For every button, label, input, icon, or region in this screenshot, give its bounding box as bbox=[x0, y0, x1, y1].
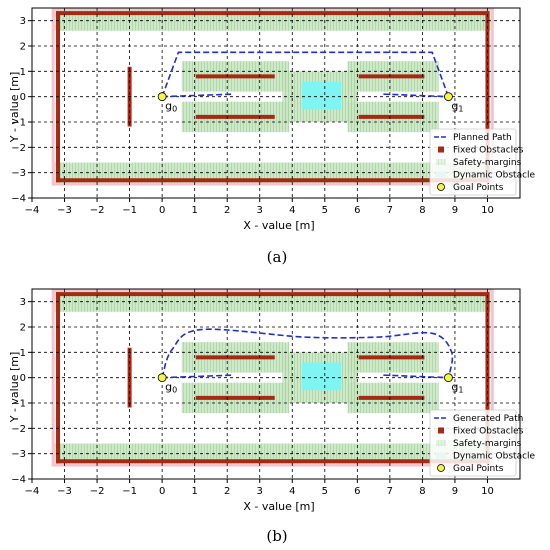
y-tick-label: −1 bbox=[11, 118, 26, 129]
y-tick-label: −3 bbox=[11, 449, 26, 460]
legend-box bbox=[429, 409, 517, 477]
dynamic-obstacle bbox=[302, 362, 342, 391]
caption-a: (a) bbox=[267, 248, 288, 266]
y-tick-label: 2 bbox=[20, 323, 26, 334]
x-tick-label: −1 bbox=[122, 205, 137, 216]
legend-obstacle-swatch bbox=[438, 427, 444, 434]
wall-halo bbox=[51, 288, 494, 467]
x-tick-label: −2 bbox=[90, 205, 105, 216]
y-tick-label: 3 bbox=[20, 16, 26, 27]
y-tick-label: 0 bbox=[20, 373, 26, 384]
caption-b: (b) bbox=[266, 527, 287, 545]
goal-point bbox=[444, 373, 453, 383]
x-tick-label: 5 bbox=[322, 205, 328, 216]
wall-halo bbox=[51, 7, 494, 186]
x-tick-label: 6 bbox=[354, 486, 360, 497]
dynamic-obstacle bbox=[302, 81, 342, 110]
legend-entry-label: Fixed Obstacles bbox=[453, 427, 524, 437]
axes-frame bbox=[31, 288, 521, 480]
path-line-outer bbox=[161, 328, 454, 378]
legend-entry-label: Planned Path bbox=[453, 133, 512, 143]
x-tick-label: 2 bbox=[224, 205, 230, 216]
y-axis-label: Y - value [m] bbox=[8, 352, 21, 424]
x-tick-label: 3 bbox=[257, 205, 263, 216]
legend-obstacle-swatch bbox=[438, 146, 444, 153]
legend-entry-label: Safety-margins bbox=[453, 439, 522, 449]
x-axis-label: X - value [m] bbox=[243, 500, 314, 513]
x-tick-label: 0 bbox=[159, 205, 165, 216]
x-tick-label: 7 bbox=[387, 486, 393, 497]
legend-entry-label: Dynamic Obstacle bbox=[453, 171, 536, 181]
y-tick-label: −2 bbox=[11, 143, 26, 154]
x-tick-label: 8 bbox=[419, 205, 425, 216]
x-tick-label: 1 bbox=[191, 486, 197, 497]
y-tick-label: −2 bbox=[11, 424, 26, 435]
path-line-inner-right bbox=[383, 93, 449, 98]
path-line-inner-right bbox=[383, 374, 449, 379]
y-tick-label: −3 bbox=[11, 168, 26, 179]
axes-frame bbox=[31, 7, 521, 199]
path-line-inner-left bbox=[162, 93, 234, 98]
x-tick-label: 1 bbox=[191, 205, 197, 216]
x-tick-label: 7 bbox=[387, 205, 393, 216]
legend-goal-swatch bbox=[437, 464, 445, 472]
x-tick-label: −2 bbox=[90, 486, 105, 497]
legend-entry-label: Goal Points bbox=[453, 464, 504, 474]
x-tick-label: 6 bbox=[354, 205, 360, 216]
y-tick-label: −4 bbox=[11, 475, 26, 486]
x-tick-label: −1 bbox=[122, 486, 137, 497]
path-line-inner-left bbox=[162, 374, 234, 379]
x-tick-label: 5 bbox=[322, 486, 328, 497]
x-tick-label: 9 bbox=[452, 205, 458, 216]
legend-goal-swatch bbox=[437, 183, 445, 191]
x-tick-label: 4 bbox=[289, 486, 295, 497]
x-tick-label: 4 bbox=[289, 205, 295, 216]
legend-entry-label: Safety-margins bbox=[453, 158, 522, 168]
legend-margin-swatch bbox=[436, 159, 446, 165]
legend-dynamic-swatch bbox=[436, 452, 446, 459]
goal-point bbox=[157, 373, 167, 383]
x-tick-label: −4 bbox=[25, 486, 40, 497]
legend-margin-swatch bbox=[436, 440, 446, 446]
x-tick-label: −3 bbox=[57, 205, 72, 216]
legend-b: Generated Path Fixed Obstacles Safety-marg… bbox=[429, 409, 536, 477]
y-axis-label: Y - value [m] bbox=[8, 72, 21, 144]
path-line-outer bbox=[161, 51, 450, 97]
legend-entry-label: Dynamic Obstacle bbox=[453, 452, 536, 462]
x-tick-label: 10 bbox=[481, 486, 494, 497]
legend-a: Planned Path Fixed Obstacles Safety-margin… bbox=[429, 128, 536, 196]
y-tick-label: 0 bbox=[20, 92, 26, 103]
goal-point bbox=[157, 92, 167, 102]
legend-entry-label: Fixed Obstacles bbox=[453, 146, 524, 156]
x-tick-label: 0 bbox=[159, 486, 165, 497]
y-tick-label: −4 bbox=[11, 194, 26, 205]
x-tick-label: 9 bbox=[452, 486, 458, 497]
y-tick-label: 1 bbox=[20, 348, 26, 359]
y-tick-label: 3 bbox=[20, 297, 26, 308]
x-tick-label: −3 bbox=[57, 486, 72, 497]
legend-entry-label: Goal Points bbox=[453, 183, 504, 193]
x-tick-label: 2 bbox=[224, 486, 230, 497]
x-tick-label: −4 bbox=[25, 205, 40, 216]
x-tick-label: 10 bbox=[481, 205, 494, 216]
y-tick-label: −1 bbox=[11, 399, 26, 410]
x-tick-label: 8 bbox=[419, 486, 425, 497]
legend-box bbox=[429, 128, 517, 196]
y-tick-label: 1 bbox=[20, 67, 26, 78]
x-axis-label: X - value [m] bbox=[243, 219, 314, 232]
goal-point bbox=[444, 92, 453, 102]
legend-entry-label: Generated Path bbox=[453, 414, 523, 424]
legend-dynamic-swatch bbox=[436, 171, 446, 178]
x-tick-label: 3 bbox=[257, 486, 263, 497]
y-tick-label: 2 bbox=[20, 42, 26, 53]
